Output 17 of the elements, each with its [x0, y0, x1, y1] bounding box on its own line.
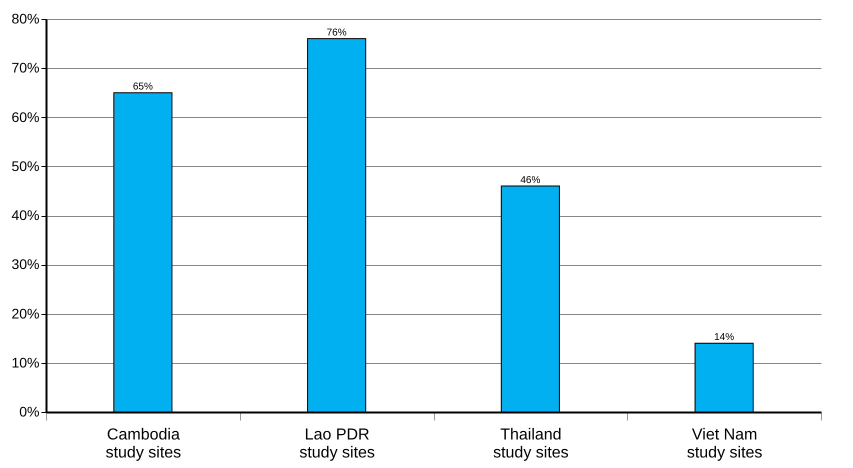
y-tick-label: 0% [19, 404, 40, 420]
x-tick-label: Cambodia study sites [106, 426, 182, 462]
y-tick-label: 70% [11, 60, 40, 76]
data-label: 46% [520, 175, 540, 186]
y-tick-label: 80% [11, 10, 40, 26]
y-tick-label: 20% [11, 305, 40, 322]
y-tick-label: 50% [11, 158, 40, 174]
data-label: 14% [714, 332, 734, 344]
data-label: 76% [326, 28, 347, 39]
y-tick-label: 10% [11, 354, 40, 370]
y-tick-label: 60% [11, 108, 40, 125]
x-tick-label: Thailand study sites [493, 426, 569, 462]
x-tick-label: Lao PDR study sites [299, 426, 375, 462]
data-label: 65% [132, 82, 153, 93]
y-tick-label: 30% [11, 256, 40, 272]
y-tick-label: 40% [11, 207, 40, 223]
x-tick-label: Viet Nam study sites [686, 426, 762, 462]
